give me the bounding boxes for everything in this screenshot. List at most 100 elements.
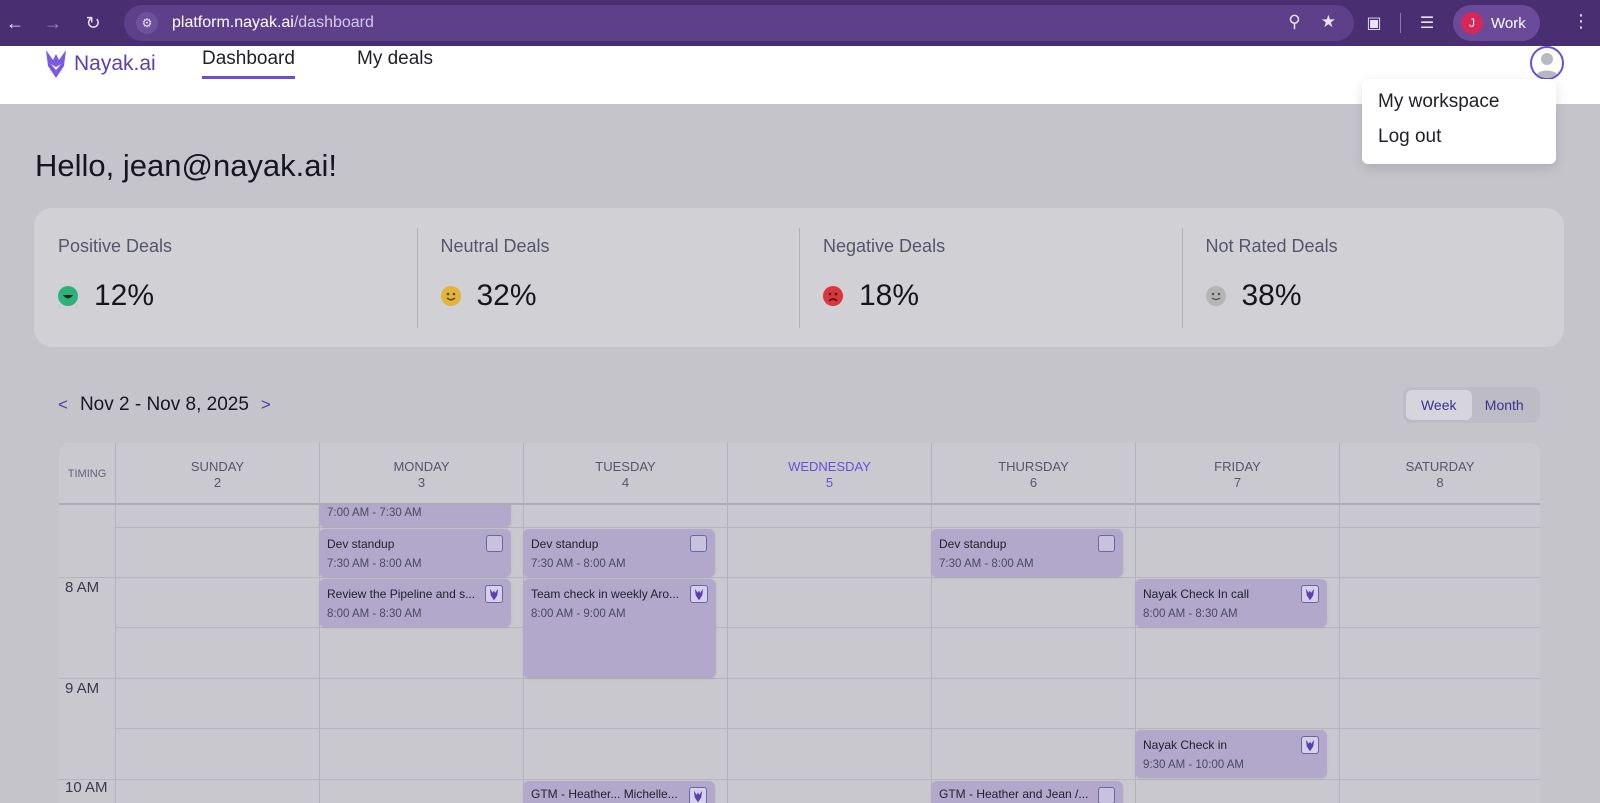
url-path: /dashboard <box>293 14 374 31</box>
stat-neutral: Neutral Deals 32% <box>416 208 800 347</box>
back-icon[interactable]: ← <box>6 12 24 33</box>
neutral-face-icon <box>1205 286 1226 306</box>
event-title: Review the Pipeline and s... <box>327 587 476 601</box>
month-view-button[interactable]: Month <box>1484 397 1524 413</box>
next-week-button[interactable]: > <box>260 395 271 414</box>
logo-text: Nayak.ai <box>74 52 156 75</box>
event-title: Dev standup <box>531 537 599 551</box>
event-title: Team check in weekly Aro... <box>531 587 680 601</box>
calendar-event[interactable]: Dev standup 7:30 AM - 8:00 AM <box>319 529 511 577</box>
calendar-event[interactable]: GTM - Heather and Jean /... <box>931 781 1123 803</box>
stat-label: Positive Deals <box>58 236 173 256</box>
event-title: Dev standup <box>939 537 1007 551</box>
nayak-logo-icon <box>46 50 66 78</box>
stat-value: 18% <box>859 279 920 312</box>
calendar-event[interactable]: Nayak Check In call 8:00 AM - 8:30 AM <box>1135 579 1327 627</box>
day-number: 5 <box>825 475 834 490</box>
stat-label: Neutral Deals <box>440 236 550 256</box>
dashboard-content: Hello, jean@nayak.ai! Positive Deals 12%… <box>0 104 1600 803</box>
sad-face-icon <box>823 286 843 306</box>
profile-button[interactable]: J Work <box>1453 5 1540 41</box>
hour-label: 9 AM <box>65 680 100 697</box>
calendar-event[interactable]: Team check in weekly Aro... 8:00 AM - 9:… <box>523 579 716 678</box>
event-time: 8:00 AM - 9:00 AM <box>531 608 626 620</box>
grid-line <box>115 505 116 803</box>
event-title: Nayak Check in <box>1143 738 1228 752</box>
reload-icon[interactable]: ↻ <box>85 12 101 33</box>
nayak-event-icon[interactable] <box>689 585 708 603</box>
grid-line <box>115 527 1540 528</box>
browser-menu-icon[interactable]: ⋮ <box>1572 11 1590 31</box>
nayak-event-icon[interactable] <box>1301 585 1319 603</box>
address-bar[interactable]: ⚙ platform.nayak.ai/dashboard ⚲ ★ <box>124 5 1354 41</box>
nav-my-deals[interactable]: My deals <box>357 48 434 69</box>
day-name: TUESDAY <box>595 459 656 474</box>
stat-value: 32% <box>476 279 537 312</box>
day-header-monday: MONDAY 3 <box>319 443 523 505</box>
day-name: FRIDAY <box>1214 459 1261 474</box>
user-menu-dropdown: My workspace Log out <box>1362 79 1556 164</box>
happy-face-icon <box>58 286 78 306</box>
url-host: platform.nayak.ai <box>172 14 294 31</box>
stat-value: 12% <box>94 279 155 312</box>
calendar-event[interactable]: Review the Pipeline and s... 8:00 AM - 8… <box>319 579 511 627</box>
day-number: 8 <box>1436 475 1444 490</box>
menu-item-log-out[interactable]: Log out <box>1378 126 1442 147</box>
stat-positive: Positive Deals 12% <box>34 208 417 347</box>
day-header-friday: FRIDAY 7 <box>1135 443 1339 505</box>
day-name: MONDAY <box>393 459 450 474</box>
day-number: 6 <box>1029 475 1038 490</box>
site-settings-icon[interactable]: ⚙ <box>136 12 158 34</box>
calendar-header: TIMING SUNDAY 2 MONDAY 3 TUESDAY 4 WEDNESDA… <box>59 443 1540 505</box>
media-queue-icon[interactable]: ☰ <box>1419 15 1435 32</box>
nayak-event-icon[interactable] <box>485 585 503 603</box>
nayak-event-icon[interactable] <box>1301 736 1319 754</box>
stat-value: 38% <box>1241 279 1302 312</box>
view-toggle: Week Month <box>1403 387 1540 423</box>
menu-item-my-workspace[interactable]: My workspace <box>1378 91 1500 112</box>
day-name: THURSDAY <box>998 459 1069 474</box>
event-title: Dev standup <box>327 537 395 551</box>
grid-line <box>59 678 1540 679</box>
day-header-wednesday: WEDNESDAY 5 <box>727 443 931 505</box>
grid-line <box>59 577 1540 578</box>
nayak-event-icon[interactable] <box>689 787 707 803</box>
calendar-event[interactable]: Dev standup 7:30 AM - 8:00 AM <box>931 529 1123 577</box>
tab-search-icon[interactable]: ▣ <box>1366 15 1382 32</box>
hour-label: 10 AM <box>65 779 108 796</box>
day-header-sunday: SUNDAY 2 <box>115 443 319 505</box>
stat-negative: Negative Deals 18% <box>799 208 1182 347</box>
zoom-icon[interactable]: ⚲ <box>1288 12 1301 31</box>
event-time: 8:00 AM - 8:30 AM <box>1143 608 1238 620</box>
timing-header: TIMING <box>67 468 107 480</box>
profile-avatar: J <box>1461 12 1483 34</box>
toolbar-divider <box>1400 13 1401 33</box>
grid-line <box>727 505 728 803</box>
browser-toolbar: ← → ↻ ⚙ platform.nayak.ai/dashboard ⚲ ★ … <box>0 0 1600 46</box>
event-time: 7:00 AM - 7:30 AM <box>327 507 422 519</box>
calendar-event[interactable]: Dev standup 7:30 AM - 8:00 AM <box>523 529 715 577</box>
forward-icon[interactable]: → <box>44 12 62 33</box>
calendar-event[interactable]: 7:00 AM - 7:30 AM <box>319 505 511 527</box>
greeting: Hello, jean@nayak.ai! <box>35 148 338 183</box>
event-checkbox[interactable] <box>1098 535 1115 552</box>
week-calendar: TIMING SUNDAY 2 MONDAY 3 TUESDAY 4 WEDNESDA… <box>59 443 1540 803</box>
bookmark-star-icon[interactable]: ★ <box>1320 12 1336 31</box>
calendar-event[interactable]: GTM - Heather... Michelle... <box>523 781 715 803</box>
prev-week-button[interactable]: < <box>58 395 68 414</box>
event-checkbox[interactable] <box>486 535 503 552</box>
event-checkbox[interactable] <box>690 535 707 552</box>
date-range-label: Nov 2 - Nov 8, 2025 <box>79 394 249 415</box>
day-number: 3 <box>417 475 426 490</box>
grid-line <box>115 627 1540 628</box>
grid-line <box>59 779 1540 780</box>
user-avatar-icon[interactable] <box>1530 46 1564 80</box>
logo[interactable]: Nayak.ai <box>42 48 156 80</box>
day-name: SATURDAY <box>1405 459 1475 474</box>
week-view-button[interactable]: Week <box>1406 390 1472 420</box>
nav-dashboard[interactable]: Dashboard <box>202 48 295 79</box>
smile-face-icon <box>440 286 461 306</box>
calendar-event[interactable]: Nayak Check in 9:30 AM - 10:00 AM <box>1135 730 1327 778</box>
stat-label: Not Rated Deals <box>1205 236 1338 256</box>
event-checkbox[interactable] <box>1098 787 1115 803</box>
